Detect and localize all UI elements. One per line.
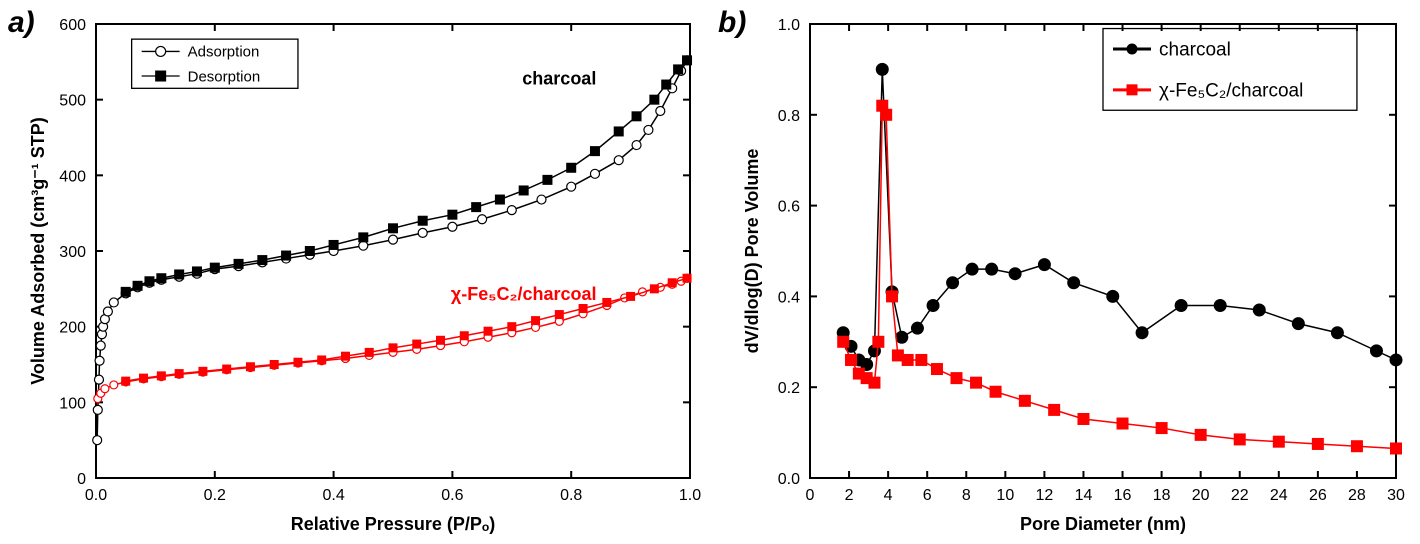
svg-text:200: 200 (59, 320, 86, 337)
chart-a: 0.0 0.2 0.4 0.6 0.8 1.0 0 100 200 300 400 500 600 Rel… (0, 0, 710, 544)
panel-a: a) 0.0 0.2 0.4 0.6 0.8 1.0 0 100 200 300 400 500 600… (0, 0, 710, 544)
svg-text:0.6: 0.6 (441, 487, 463, 504)
svg-text:6: 6 (923, 487, 932, 504)
panel-b-label: b) (718, 6, 746, 40)
svg-text:2: 2 (845, 487, 854, 504)
svg-text:charcoal: charcoal (1159, 40, 1231, 61)
svg-text:0.8: 0.8 (560, 487, 582, 504)
svg-text:χ-Fe₅C₂/charcoal: χ-Fe₅C₂/charcoal (451, 284, 597, 304)
svg-text:400: 400 (59, 168, 86, 185)
svg-text:28: 28 (1348, 487, 1366, 504)
svg-text:0.2: 0.2 (778, 380, 800, 397)
svg-text:100: 100 (59, 395, 86, 412)
svg-text:24: 24 (1270, 487, 1288, 504)
svg-text:500: 500 (59, 93, 86, 110)
svg-text:600: 600 (59, 17, 86, 34)
svg-text:0.4: 0.4 (322, 487, 344, 504)
svg-text:20: 20 (1192, 487, 1210, 504)
svg-text:300: 300 (59, 244, 86, 261)
svg-text:0.0: 0.0 (85, 487, 107, 504)
svg-text:0.0: 0.0 (778, 471, 800, 488)
svg-text:8: 8 (962, 487, 971, 504)
svg-text:10: 10 (996, 487, 1014, 504)
svg-text:charcoal: charcoal (522, 69, 596, 89)
svg-text:22: 22 (1231, 487, 1249, 504)
svg-text:Relative Pressure (P/Pₒ): Relative Pressure (P/Pₒ) (291, 514, 495, 534)
svg-text:0.2: 0.2 (204, 487, 226, 504)
svg-text:12: 12 (1036, 487, 1054, 504)
svg-text:14: 14 (1075, 487, 1093, 504)
svg-text:0: 0 (806, 487, 815, 504)
svg-text:0.8: 0.8 (778, 108, 800, 125)
svg-text:Volume Adsorbed (cm³g⁻¹ STP): Volume Adsorbed (cm³g⁻¹ STP) (28, 117, 48, 385)
svg-text:4: 4 (884, 487, 893, 504)
svg-text:26: 26 (1309, 487, 1327, 504)
svg-text:Pore Diameter (nm): Pore Diameter (nm) (1020, 514, 1186, 534)
svg-text:1.0: 1.0 (778, 17, 800, 34)
svg-text:χ-Fe₅C₂/charcoal: χ-Fe₅C₂/charcoal (1159, 80, 1303, 101)
svg-text:0.6: 0.6 (778, 199, 800, 216)
svg-text:1.0: 1.0 (679, 487, 701, 504)
svg-text:dV/dlog(D) Pore Volume: dV/dlog(D) Pore Volume (742, 149, 762, 354)
svg-text:18: 18 (1153, 487, 1171, 504)
panel-b: b) 0246810121416182022242628300.00.20.40… (710, 0, 1420, 544)
svg-text:0: 0 (77, 471, 86, 488)
svg-text:Desorption: Desorption (188, 68, 261, 85)
svg-text:30: 30 (1387, 487, 1405, 504)
svg-text:Adsorption: Adsorption (188, 44, 260, 61)
panel-a-label: a) (8, 6, 35, 40)
chart-b: 0246810121416182022242628300.00.20.40.60… (710, 0, 1420, 544)
svg-text:16: 16 (1114, 487, 1132, 504)
svg-text:0.4: 0.4 (778, 289, 800, 306)
